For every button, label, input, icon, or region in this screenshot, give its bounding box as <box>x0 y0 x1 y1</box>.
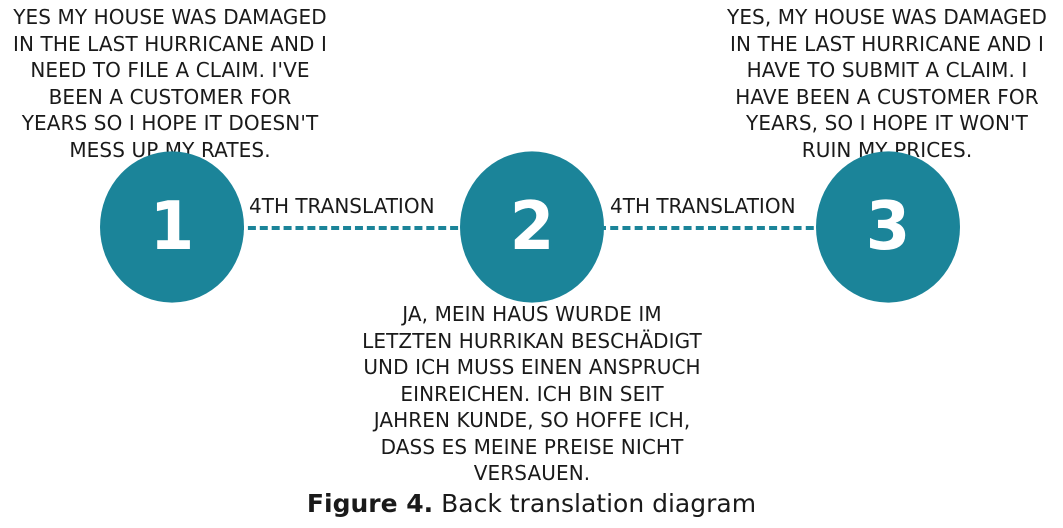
step-1-number: 1 <box>149 188 195 266</box>
step-1-circle: 1 <box>100 151 244 303</box>
step-3-number: 3 <box>865 188 911 266</box>
step-2-number: 2 <box>509 188 555 266</box>
figure-caption-text: Back translation diagram <box>433 489 757 518</box>
step-3-circle: 3 <box>816 151 960 303</box>
connector-2-dashed-line <box>598 226 826 230</box>
connector-1-dashed-line <box>236 226 470 230</box>
connector-2-label: 4TH TRANSLATION <box>608 194 798 218</box>
figure-caption-prefix: Figure 4. <box>306 489 434 518</box>
step-2-circle: 2 <box>460 151 604 303</box>
step-2-text: JA, MEIN HAUS WURDE IM LETZTEN HURRIKAN … <box>362 302 702 485</box>
step-3-text: YES, MY HOUSE WAS DAMAGED IN THE LAST HU… <box>727 5 1047 162</box>
connector-1-label: 4TH TRANSLATION <box>247 194 437 218</box>
step-1-text: YES MY HOUSE WAS DAMAGED IN THE LAST HUR… <box>13 5 327 162</box>
figure-caption: Figure 4. Back translation diagram <box>0 488 1063 520</box>
